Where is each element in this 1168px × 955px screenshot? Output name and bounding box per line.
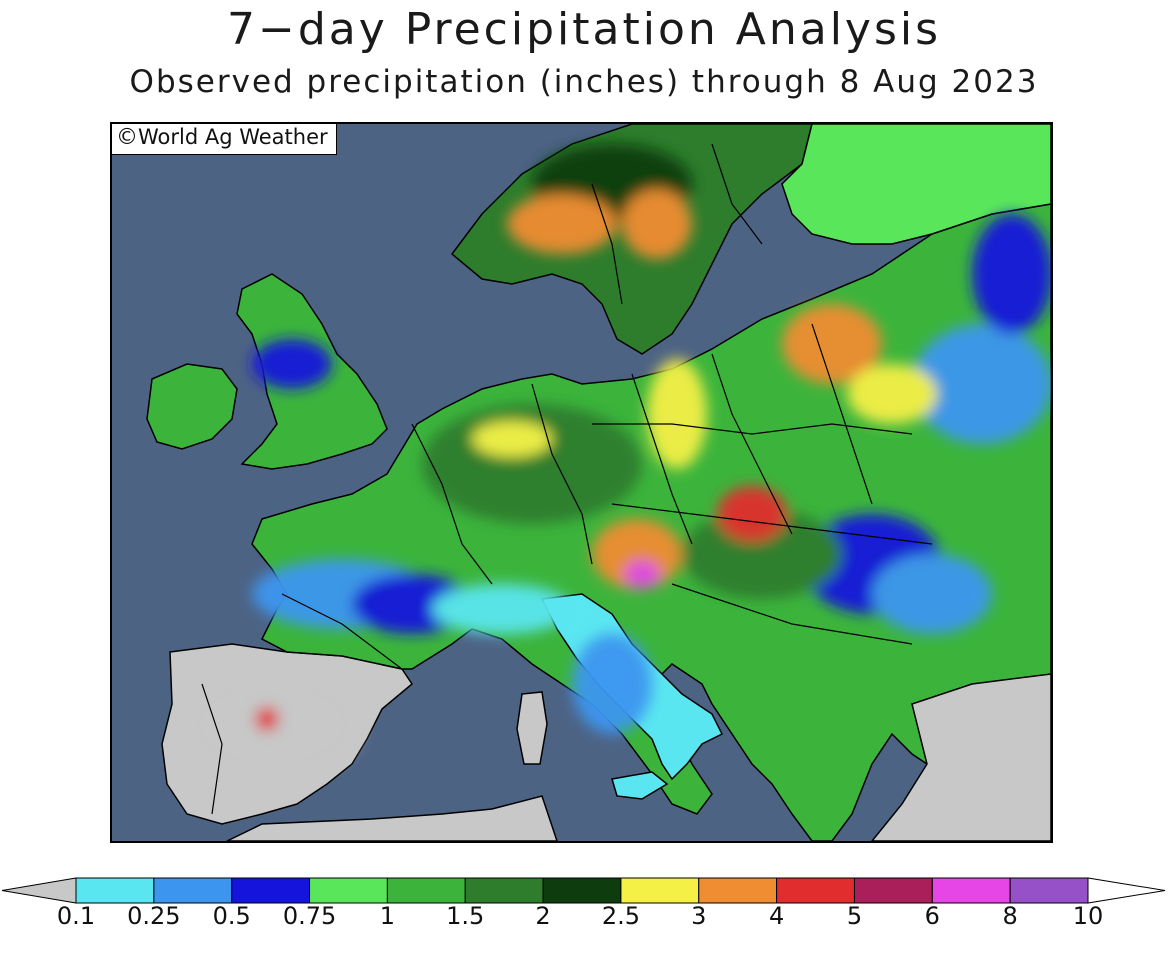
legend-tick-label: 8	[1002, 902, 1018, 930]
ireland-land	[146, 363, 238, 450]
copyright-symbol: ©	[116, 125, 138, 150]
legend-colorbar	[1, 877, 1166, 904]
legend-cell	[231, 877, 311, 904]
legend-tick-label: 0.5	[212, 902, 251, 930]
precipitation-map: ©World Ag Weather	[110, 122, 1053, 843]
legend-tick-labels: 0.1 0.25 0.5 0.75 1 1.5 2 2.5 3 4 5 6 8 10	[0, 902, 1168, 942]
legend-cell	[1009, 877, 1089, 904]
country-borders	[201, 143, 933, 815]
legend-cell	[386, 877, 466, 904]
map-title: 7−day Precipitation Analysis	[226, 4, 942, 55]
finland-land	[781, 124, 1051, 245]
map-subtitle: Observed precipitation (inches) through …	[129, 64, 1039, 100]
legend-cell	[309, 877, 388, 904]
legend-cell	[931, 877, 1011, 904]
legend-cell	[776, 877, 855, 904]
legend-tick-label: 0.75	[282, 902, 337, 930]
legend-cell	[542, 877, 622, 904]
legend-tick-label: 5	[846, 902, 863, 930]
legend-tick-label: 0.25	[127, 902, 181, 930]
legend-tick-label: 2	[535, 902, 551, 930]
sardinia-land	[516, 691, 548, 765]
legend-tick-label: 2.5	[601, 902, 641, 930]
legend-cell	[698, 877, 778, 904]
north-africa-land	[226, 795, 558, 841]
legend-tick-label: 10	[1072, 902, 1104, 930]
anatolia-land	[871, 673, 1051, 841]
legend-cell	[153, 877, 233, 904]
credit-text: World Ag Weather	[138, 125, 328, 149]
legend-cell	[75, 877, 155, 904]
legend-tick-label: 1	[379, 902, 396, 930]
legend-tick-label: 3	[691, 902, 707, 930]
legend-tick-label: 1.5	[446, 902, 485, 930]
legend-cell	[464, 877, 544, 904]
legend-cell	[620, 877, 700, 904]
legend-tick-label: 0.1	[56, 902, 96, 930]
legend-overflow-triangle	[1087, 877, 1166, 904]
copyright-credit: ©World Ag Weather	[112, 124, 337, 155]
precipitation-layer	[182, 144, 1051, 779]
legend-cell	[853, 877, 933, 904]
legend-tick-label: 6	[924, 902, 940, 930]
europe-map-svg	[112, 124, 1051, 841]
sicily-land	[611, 771, 669, 800]
legend-tick-label: 4	[768, 902, 785, 930]
legend-underflow-triangle	[1, 877, 77, 904]
